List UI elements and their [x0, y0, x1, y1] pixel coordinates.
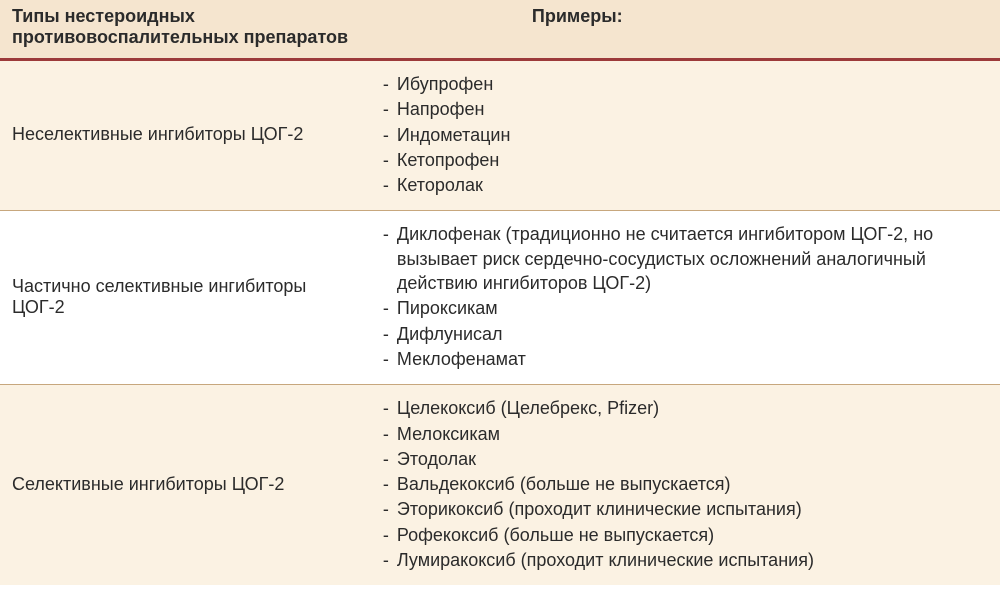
- example-item: -Напрофен: [383, 97, 988, 121]
- example-text: Целекоксиб (Целебрекс, Pfizer): [397, 396, 659, 420]
- example-text: Ибупрофен: [397, 72, 493, 96]
- examples-cell: -Ибупрофен-Напрофен-Индометацин-Кетопроф…: [383, 71, 988, 198]
- example-text: Лумиракоксиб (проходит клинические испыт…: [397, 548, 814, 572]
- example-item: -Кеторолак: [383, 173, 988, 197]
- table-header-row: Типы нестероидных противовоспалительных …: [0, 0, 1000, 61]
- example-text: Кеторолак: [397, 173, 483, 197]
- type-cell: Неселективные ингибиторы ЦОГ-2: [12, 71, 383, 198]
- header-types-label: Типы нестероидных противовоспалительных …: [12, 6, 422, 48]
- dash-icon: -: [383, 322, 397, 346]
- header-examples-label: Примеры:: [422, 6, 988, 48]
- example-text: Индометацин: [397, 123, 511, 147]
- example-item: -Индометацин: [383, 123, 988, 147]
- example-text: Эторикоксиб (проходит клинические испыта…: [397, 497, 802, 521]
- example-item: -Пироксикам: [383, 296, 988, 320]
- type-label: Селективные ингибиторы ЦОГ-2: [12, 474, 284, 495]
- example-text: Кетопрофен: [397, 148, 499, 172]
- dash-icon: -: [383, 97, 397, 121]
- dash-icon: -: [383, 472, 397, 496]
- example-text: Напрофен: [397, 97, 485, 121]
- example-text: Меклофенамат: [397, 347, 526, 371]
- example-item: -Вальдекоксиб (больше не выпускается): [383, 472, 988, 496]
- example-text: Рофекоксиб (больше не выпускается): [397, 523, 714, 547]
- example-item: -Рофекоксиб (больше не выпускается): [383, 523, 988, 547]
- example-item: -Ибупрофен: [383, 72, 988, 96]
- example-item: -Мелоксикам: [383, 422, 988, 446]
- dash-icon: -: [383, 148, 397, 172]
- table-body: Неселективные ингибиторы ЦОГ-2-Ибупрофен…: [0, 61, 1000, 585]
- example-item: -Целекоксиб (Целебрекс, Pfizer): [383, 396, 988, 420]
- table-row: Селективные ингибиторы ЦОГ-2-Целекоксиб …: [0, 385, 1000, 585]
- example-item: -Этодолак: [383, 447, 988, 471]
- type-label: Частично селективные ингибиторы ЦОГ-2: [12, 276, 363, 318]
- example-item: -Диклофенак (традиционно не считается ин…: [383, 222, 988, 295]
- example-item: -Лумиракоксиб (проходит клинические испы…: [383, 548, 988, 572]
- dash-icon: -: [383, 72, 397, 96]
- example-text: Этодолак: [397, 447, 476, 471]
- dash-icon: -: [383, 296, 397, 320]
- dash-icon: -: [383, 497, 397, 521]
- type-cell: Селективные ингибиторы ЦОГ-2: [12, 395, 383, 573]
- type-label: Неселективные ингибиторы ЦОГ-2: [12, 124, 303, 145]
- type-cell: Частично селективные ингибиторы ЦОГ-2: [12, 221, 383, 372]
- nsaid-types-table: Типы нестероидных противовоспалительных …: [0, 0, 1000, 600]
- example-text: Вальдекоксиб (больше не выпускается): [397, 472, 731, 496]
- examples-cell: -Целекоксиб (Целебрекс, Pfizer)-Мелоксик…: [383, 395, 988, 573]
- dash-icon: -: [383, 548, 397, 572]
- example-item: -Дифлунисал: [383, 322, 988, 346]
- dash-icon: -: [383, 123, 397, 147]
- example-item: -Эторикоксиб (проходит клинические испыт…: [383, 497, 988, 521]
- dash-icon: -: [383, 396, 397, 420]
- dash-icon: -: [383, 222, 397, 295]
- dash-icon: -: [383, 523, 397, 547]
- table-row: Неселективные ингибиторы ЦОГ-2-Ибупрофен…: [0, 61, 1000, 211]
- example-item: -Меклофенамат: [383, 347, 988, 371]
- table-row: Частично селективные ингибиторы ЦОГ-2-Ди…: [0, 211, 1000, 385]
- dash-icon: -: [383, 422, 397, 446]
- dash-icon: -: [383, 173, 397, 197]
- dash-icon: -: [383, 347, 397, 371]
- example-text: Мелоксикам: [397, 422, 500, 446]
- example-text: Пироксикам: [397, 296, 498, 320]
- example-item: -Кетопрофен: [383, 148, 988, 172]
- examples-cell: -Диклофенак (традиционно не считается ин…: [383, 221, 988, 372]
- dash-icon: -: [383, 447, 397, 471]
- example-text: Диклофенак (традиционно не считается инг…: [397, 222, 988, 295]
- example-text: Дифлунисал: [397, 322, 503, 346]
